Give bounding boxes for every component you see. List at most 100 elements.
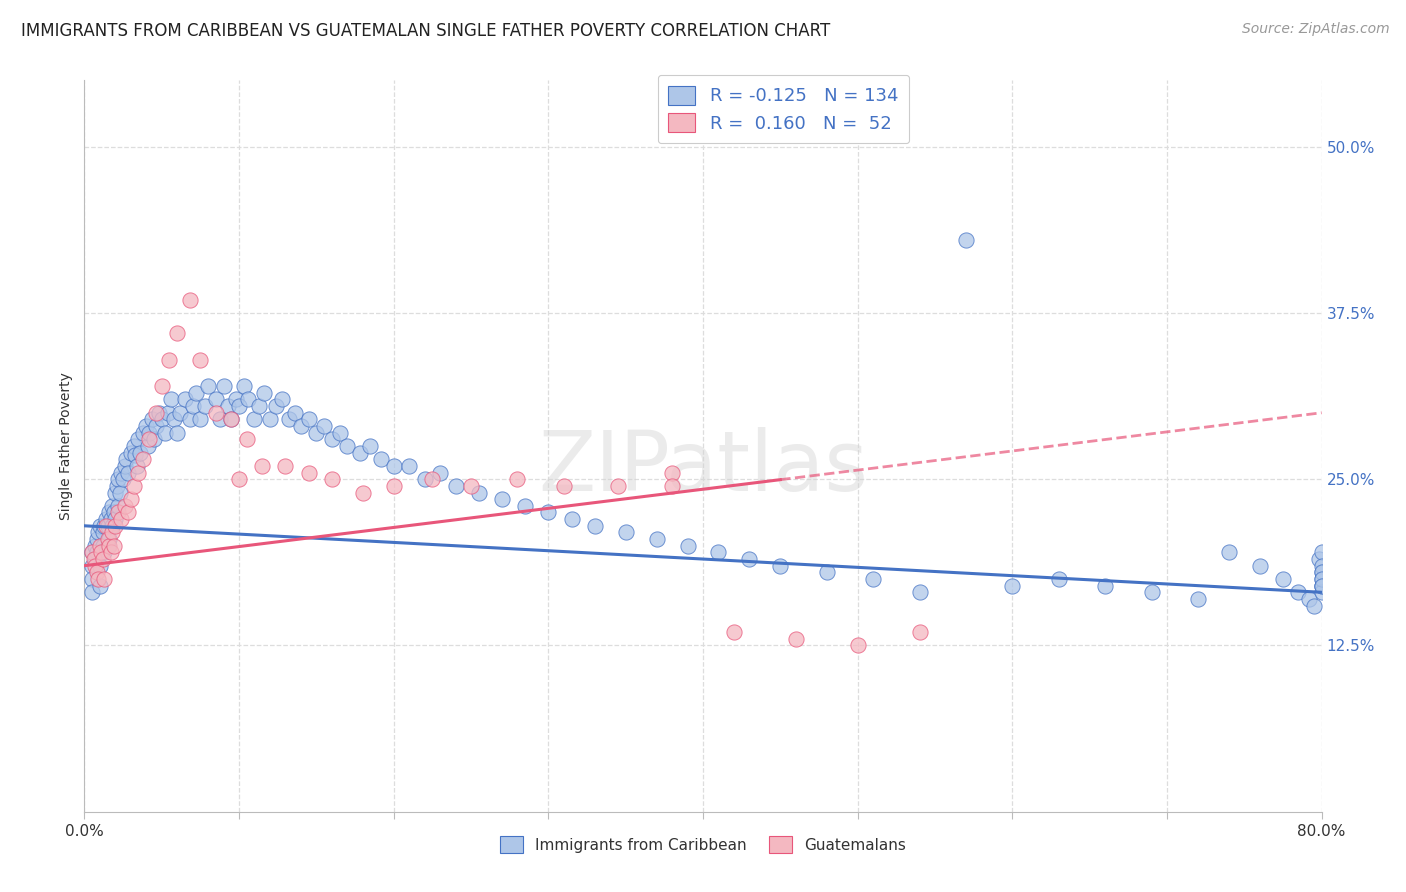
Point [707,545,730,559]
Point [336,439,359,453]
Point [160,392,183,407]
Point [1310,566,1333,580]
Point [312,419,335,434]
Point [1310,572,1333,586]
Point [89,539,111,553]
Point [100,512,122,526]
Point [560,512,583,526]
Point [96,539,118,553]
Point [1298,591,1320,606]
Point [114,458,136,473]
Point [785,632,807,646]
Point [89,518,111,533]
Point [86,532,108,546]
Point [163,412,186,426]
Point [188,412,211,426]
Point [94,512,117,526]
Point [156,406,179,420]
Point [219,412,242,426]
Point [100,545,122,559]
Point [1308,552,1330,566]
Point [862,572,884,586]
Point [108,485,131,500]
Point [188,352,211,367]
Point [908,585,931,599]
Point [143,433,166,447]
Point [122,479,145,493]
Point [328,425,352,440]
Point [132,425,155,440]
Point [94,518,117,533]
Point [250,458,273,473]
Point [243,412,266,426]
Text: IMMIGRANTS FROM CARIBBEAN VS GUATEMALAN SINGLE FATHER POVERTY CORRELATION CHART: IMMIGRANTS FROM CARIBBEAN VS GUATEMALAN … [21,22,831,40]
Point [114,499,136,513]
Point [846,639,869,653]
Point [91,552,114,566]
Point [184,385,207,400]
Point [101,525,124,540]
Point [606,479,628,493]
Point [84,539,107,553]
Point [197,379,219,393]
Point [1001,579,1024,593]
Point [467,485,491,500]
Point [166,425,188,440]
Point [129,445,152,459]
Point [84,558,107,573]
Point [460,479,482,493]
Point [259,412,281,426]
Point [225,392,247,407]
Point [179,293,201,307]
Point [352,485,374,500]
Point [93,518,115,533]
Point [89,579,111,593]
Point [382,479,405,493]
Point [86,545,108,559]
Point [141,412,163,426]
Point [90,545,112,559]
Point [138,425,160,440]
Point [955,233,977,247]
Point [321,433,343,447]
Point [169,406,191,420]
Point [290,419,312,434]
Point [815,566,838,580]
Point [115,452,138,467]
Point [107,499,129,513]
Point [82,545,104,559]
Point [1310,572,1333,586]
Point [515,499,537,513]
Point [1187,591,1209,606]
Point [125,458,148,473]
Point [107,472,129,486]
Point [98,532,121,546]
Point [138,433,160,447]
Point [274,458,297,473]
Point [150,379,173,393]
Point [103,506,125,520]
Point [491,492,513,507]
Point [209,412,232,426]
Point [104,485,127,500]
Point [429,466,451,480]
Point [93,545,115,559]
Point [1310,579,1333,593]
Point [127,466,149,480]
Point [179,412,201,426]
Point [83,552,105,566]
Point [150,412,173,426]
Point [583,518,606,533]
Point [398,458,420,473]
Point [444,479,467,493]
Point [104,512,127,526]
Point [101,518,124,533]
Point [360,439,382,453]
Point [676,539,699,553]
Point [91,525,114,540]
Point [247,399,270,413]
Point [232,379,254,393]
Point [98,539,121,553]
Point [120,492,142,507]
Point [219,412,242,426]
